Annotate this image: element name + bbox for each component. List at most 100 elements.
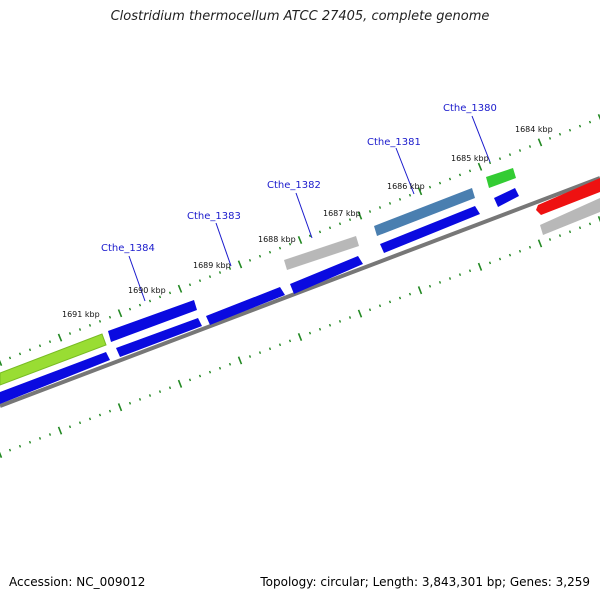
minor-tick: [268, 347, 272, 351]
leader-cthe-1380: [471, 115, 491, 163]
kbp-label: 1689 kbp: [193, 261, 231, 270]
minor-tick: [558, 234, 562, 237]
minor-tick: [98, 319, 102, 323]
minor-tick: [568, 128, 572, 132]
minor-tick: [248, 258, 252, 262]
minor-tick: [138, 398, 142, 401]
major-tick: [237, 260, 243, 269]
minor-tick: [558, 132, 562, 136]
minor-tick: [508, 253, 512, 257]
minor-tick: [318, 230, 322, 234]
minor-tick: [428, 284, 432, 288]
feature-green: [486, 168, 516, 188]
leader-cthe-1381: [395, 147, 415, 195]
minor-tick: [208, 275, 212, 278]
major-tick: [237, 356, 243, 365]
kbp-label: 1691 kbp: [62, 310, 100, 319]
backbone-line: [0, 176, 600, 408]
minor-tick: [28, 440, 32, 444]
genome-stats-text: Topology: circular; Length: 3,843,301 bp…: [260, 575, 590, 589]
feature-blue-rev: [380, 206, 480, 253]
minor-tick: [278, 246, 282, 250]
minor-tick: [428, 185, 432, 189]
minor-tick: [408, 292, 412, 296]
minor-tick: [588, 120, 592, 124]
minor-tick: [458, 273, 462, 276]
backbone-ring: [0, 176, 600, 408]
minor-tick: [378, 304, 382, 308]
minor-tick: [488, 261, 492, 265]
minor-tick: [168, 291, 172, 295]
gene-label-cthe-1383: Cthe_1383: [187, 211, 241, 222]
minor-tick: [218, 366, 222, 370]
kbp-label: 1687 kbp: [323, 209, 361, 218]
major-tick: [297, 235, 303, 245]
minor-tick: [168, 386, 172, 390]
feature-gray-rev: [540, 198, 600, 235]
reverse-strand-features: [0, 188, 600, 404]
minor-tick: [448, 177, 452, 181]
minor-tick: [438, 281, 442, 284]
minor-tick: [328, 226, 332, 230]
feature-blue: [108, 300, 197, 342]
minor-tick: [158, 295, 162, 299]
minor-tick: [468, 269, 472, 273]
feature-steelblue: [374, 188, 475, 236]
minor-tick: [188, 283, 192, 287]
minor-tick: [18, 444, 22, 448]
major-tick: [537, 239, 543, 248]
major-tick: [537, 138, 543, 147]
minor-tick: [228, 267, 232, 270]
minor-tick: [348, 316, 352, 319]
minor-tick: [508, 153, 512, 156]
minor-tick: [388, 202, 392, 205]
kbp-label: 1688 kbp: [258, 235, 296, 244]
major-tick: [357, 211, 363, 220]
minor-tick: [68, 332, 72, 335]
leader-cthe-1383: [215, 222, 232, 267]
minor-tick: [528, 145, 532, 148]
major-tick: [117, 403, 123, 412]
minor-tick: [448, 277, 452, 280]
major-tick: [177, 379, 183, 388]
major-tick: [477, 162, 483, 171]
minor-tick: [518, 249, 522, 253]
minor-tick: [318, 327, 322, 331]
minor-tick: [98, 413, 102, 417]
minor-tick: [148, 394, 152, 397]
major-tick: [597, 113, 600, 121]
major-tick: [57, 426, 63, 435]
minor-tick: [548, 238, 552, 241]
minor-tick: [8, 448, 12, 452]
minor-tick: [288, 339, 292, 343]
minor-tick: [438, 181, 442, 185]
minor-tick: [128, 307, 132, 311]
gene-labels: Cthe_1380 Cthe_1381 Cthe_1382 Cthe_1383 …: [101, 103, 497, 254]
major-tick: [297, 332, 303, 342]
minor-tick: [288, 242, 292, 246]
minor-tick: [198, 279, 202, 283]
minor-tick: [108, 409, 112, 413]
feature-lime: [0, 333, 107, 386]
minor-tick: [528, 245, 532, 249]
major-tick: [0, 359, 3, 367]
major-tick: [477, 262, 483, 271]
minor-tick: [468, 169, 472, 173]
gene-label-cthe-1382: Cthe_1382: [267, 180, 321, 191]
minor-tick: [498, 257, 502, 261]
feature-blue-rev: [116, 318, 202, 357]
minor-tick: [218, 271, 222, 274]
minor-tick: [388, 300, 392, 304]
minor-tick: [278, 343, 282, 347]
minor-tick: [348, 218, 352, 222]
feature-blue-rev: [494, 188, 519, 207]
minor-tick: [258, 351, 262, 354]
minor-tick: [568, 230, 572, 234]
gene-label-leaders: [128, 115, 491, 302]
minor-tick: [308, 331, 312, 335]
minor-tick: [188, 378, 192, 382]
minor-tick: [18, 352, 22, 356]
major-tick: [177, 284, 183, 293]
minor-tick: [368, 210, 372, 213]
